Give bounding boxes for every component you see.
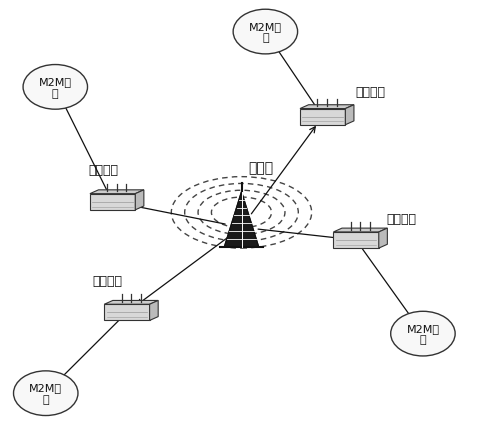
Polygon shape bbox=[90, 194, 135, 210]
Polygon shape bbox=[135, 190, 144, 210]
Polygon shape bbox=[104, 301, 158, 304]
Ellipse shape bbox=[391, 312, 455, 356]
Text: 源节点: 源节点 bbox=[248, 161, 273, 175]
Ellipse shape bbox=[14, 371, 78, 415]
Text: M2M设
备: M2M设 备 bbox=[249, 22, 282, 43]
Polygon shape bbox=[379, 229, 387, 249]
Polygon shape bbox=[300, 109, 345, 126]
Text: 中继节点: 中继节点 bbox=[88, 164, 118, 177]
Ellipse shape bbox=[233, 10, 298, 55]
Polygon shape bbox=[345, 105, 354, 126]
Text: 中继节点: 中继节点 bbox=[386, 213, 416, 226]
Ellipse shape bbox=[23, 65, 87, 110]
Polygon shape bbox=[333, 229, 387, 232]
Text: 中继节点: 中继节点 bbox=[355, 86, 385, 98]
Text: M2M设
备: M2M设 备 bbox=[29, 383, 62, 404]
Polygon shape bbox=[104, 304, 150, 321]
Text: 中继节点: 中继节点 bbox=[93, 274, 123, 287]
Polygon shape bbox=[224, 192, 259, 248]
Polygon shape bbox=[333, 232, 379, 249]
Text: M2M设
备: M2M设 备 bbox=[39, 77, 72, 98]
Polygon shape bbox=[150, 301, 158, 321]
Polygon shape bbox=[300, 105, 354, 109]
Text: M2M设
备: M2M设 备 bbox=[406, 323, 440, 344]
Polygon shape bbox=[90, 190, 144, 194]
